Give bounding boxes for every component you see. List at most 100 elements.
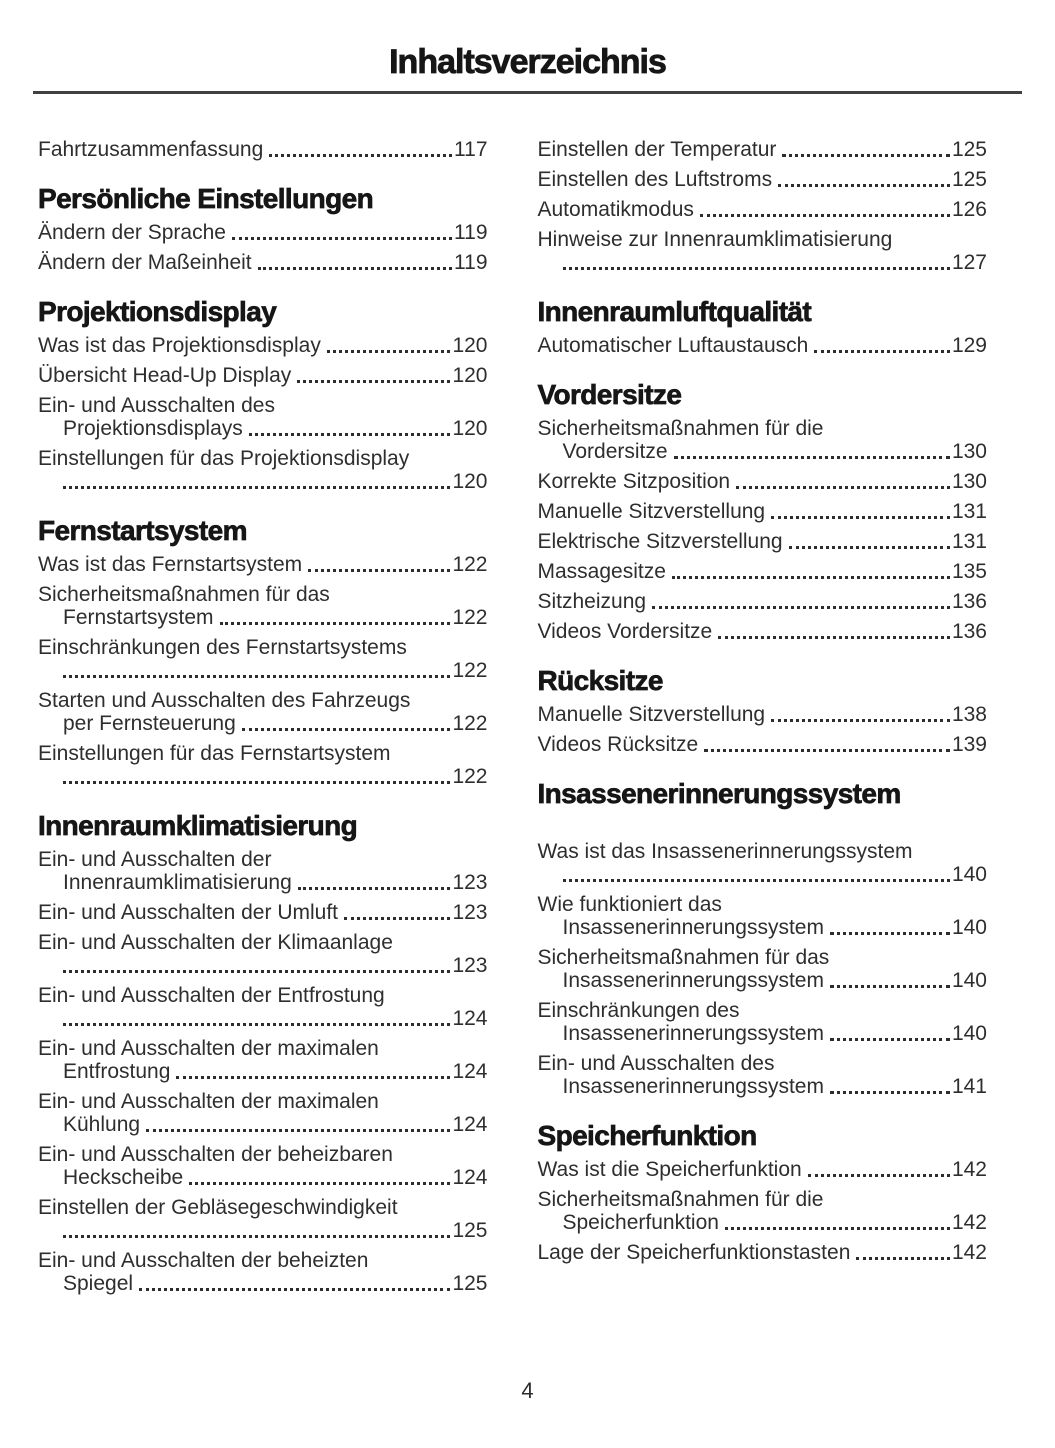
dot-leader — [219, 622, 451, 625]
toc-entry-text: Ändern der Maßeinheit — [38, 251, 252, 274]
section-heading: Rücksitze — [537, 665, 664, 697]
page-ref: 122 — [452, 606, 488, 629]
toc-entry: Ein- und Ausschalten des Projektionsdispl… — [38, 394, 488, 440]
dot-leader — [139, 1288, 451, 1291]
toc-entry-text: Sitzheizung — [537, 590, 647, 613]
section-heading: Persönliche Einstellungen — [38, 183, 374, 215]
toc-entry-line: Was ist die Speicherfunktion 142 — [538, 1158, 988, 1181]
toc-entry-line: Massagesitze 135 — [538, 560, 988, 583]
toc-entry: Korrekte Sitzposition 130 — [538, 470, 988, 493]
dot-leader — [231, 237, 453, 240]
toc-entry-line: Projektionsdisplays 120 — [38, 417, 488, 440]
dot-leader — [829, 985, 950, 988]
toc-entry: Ein- und Ausschalten der beheizbaren Heck… — [38, 1143, 488, 1189]
toc-entry-text: Wie funktioniert das — [537, 893, 722, 916]
toc-entry-line: Elektrische Sitzverstellung 131 — [538, 530, 988, 553]
toc-entry-text: Sicherheitsmaßnahmen für das — [38, 583, 330, 606]
page-ref: 125 — [452, 1272, 488, 1295]
page-ref: 124 — [452, 1007, 488, 1030]
page-ref: 124 — [452, 1113, 488, 1136]
toc-entry: Manuelle Sitzverstellung 131 — [538, 500, 988, 523]
toc-entry: Einstellen der Gebläsegeschwindigkeit 125 — [38, 1196, 488, 1242]
toc-entry-line: 123 — [38, 954, 488, 977]
toc-entry: Ein- und Ausschalten der Umluft 123 — [38, 901, 488, 924]
dot-leader — [671, 576, 950, 579]
page-ref: 124 — [452, 1060, 488, 1083]
toc-entry-text: Sicherheitsmaßnahmen für das — [537, 946, 830, 969]
toc-entry-line: Insassenerinnerungssystem 140 — [538, 916, 988, 939]
toc-entry-text: Übersicht Head-Up Display — [38, 364, 292, 387]
toc-entry: Ein- und Ausschalten des Insassenerinneru… — [538, 1052, 988, 1098]
page-ref: 141 — [951, 1075, 987, 1098]
dot-leader — [814, 350, 950, 353]
dot-leader — [63, 1235, 451, 1238]
dot-leader — [63, 1023, 451, 1026]
toc-entry-line: Automatischer Luftaustausch 129 — [538, 334, 988, 357]
toc-entry: Sicherheitsmaßnahmen für die Speicherfunk… — [538, 1188, 988, 1234]
toc-entry-line: Videos Rücksitze 139 — [538, 733, 988, 756]
toc-entry: Ein- und Ausschalten der Klimaanlage 123 — [38, 931, 488, 977]
dot-leader — [829, 932, 950, 935]
toc-entry: Videos Vordersitze 136 — [538, 620, 988, 643]
toc-entry-text: Einstellungen für das Projektionsdisplay — [38, 447, 410, 470]
toc-entry-text: Ein- und Ausschalten der maximalen — [38, 1037, 379, 1060]
dot-leader — [257, 267, 453, 270]
toc-entry-text: per Fernsteuerung — [63, 712, 236, 735]
toc-entry-line: per Fernsteuerung 122 — [38, 712, 488, 735]
toc-entry: Lage der Speicherfunktionstasten 142 — [538, 1241, 988, 1264]
toc-entry-line: Ändern der Maßeinheit 119 — [38, 251, 488, 274]
toc-entry-line: Innenraumklimatisierung 123 — [38, 871, 488, 894]
toc-entry-text: Sicherheitsmaßnahmen für die — [537, 417, 824, 440]
toc-column-right: Einstellen der Temperatur 125 Einstellen d… — [537, 138, 988, 1271]
page-ref: 140 — [951, 863, 987, 886]
page-title: Inhaltsverzeichnis — [389, 43, 668, 82]
toc-entry: Starten und Ausschalten des Fahrzeugs per… — [38, 689, 488, 735]
toc-entry-text: Was ist das Projektionsdisplay — [38, 334, 321, 357]
page-ref: 122 — [452, 765, 488, 788]
toc-entry-line: Videos Vordersitze 136 — [538, 620, 988, 643]
toc-entry: Was ist das Projektionsdisplay 120 — [38, 334, 488, 357]
dot-leader — [778, 184, 950, 187]
page-ref: 136 — [951, 620, 987, 643]
dot-leader — [699, 214, 950, 217]
dot-leader — [771, 719, 950, 722]
section-heading: Fernstartsystem — [38, 515, 248, 547]
page-ref: 120 — [452, 417, 488, 440]
toc-entry: Ein- und Ausschalten der Innenraumklimati… — [38, 848, 488, 894]
page-ref: 140 — [951, 916, 987, 939]
toc-entry-text: Einstellungen für das Fernstartsystem — [38, 742, 391, 765]
toc-entry: Einschränkungen des Fernstartsystems 122 — [38, 636, 488, 682]
toc-entry: Sicherheitsmaßnahmen für das Insassenerin… — [538, 946, 988, 992]
page-ref: 122 — [452, 659, 488, 682]
toc-entry: Sicherheitsmaßnahmen für die Vordersitze 1… — [538, 417, 988, 463]
toc-entry: Elektrische Sitzverstellung 131 — [538, 530, 988, 553]
toc-entry-text: Innenraumklimatisierung — [63, 871, 292, 894]
toc-entry-line: 122 — [38, 765, 488, 788]
toc-entry-text: Ändern der Sprache — [38, 221, 226, 244]
toc-entry-text: Insassenerinnerungssystem — [562, 969, 824, 992]
page-ref: 130 — [951, 440, 987, 463]
toc-entry-line: Korrekte Sitzposition 130 — [538, 470, 988, 493]
toc-column-left: Fahrtzusammenfassung 117 Persönliche Einst… — [38, 138, 488, 1302]
toc-entry-text: Ein- und Ausschalten der Umluft — [38, 901, 338, 924]
page-ref: 122 — [452, 712, 488, 735]
toc-entry-line: Insassenerinnerungssystem 141 — [538, 1075, 988, 1098]
page-ref: 119 — [454, 251, 488, 274]
toc-entry-text: Ein- und Ausschalten des — [537, 1052, 775, 1075]
page-ref: 117 — [454, 138, 488, 161]
page-ref: 142 — [951, 1241, 987, 1264]
toc-entry-line: Manuelle Sitzverstellung 138 — [538, 703, 988, 726]
toc-entry-text: Ein- und Ausschalten des — [38, 394, 275, 417]
toc-entry: Ein- und Ausschalten der maximalen Kühlun… — [38, 1090, 488, 1136]
toc-entry-text: Hinweise zur Innenraumklimatisierung — [537, 228, 893, 251]
toc-entry-line: Insassenerinnerungssystem 140 — [538, 1022, 988, 1045]
toc-entry: Ein- und Ausschalten der Entfrostung 124 — [38, 984, 488, 1030]
page-ref: 140 — [951, 969, 987, 992]
toc-entry: Ein- und Ausschalten der beheizten Spiege… — [38, 1249, 488, 1295]
page-ref: 120 — [452, 364, 488, 387]
toc-entry-line: Ein- und Ausschalten der Umluft 123 — [38, 901, 488, 924]
toc-entry-line: Heckscheibe 124 — [38, 1166, 488, 1189]
toc-entry: Wie funktioniert das Insassenerinnerungss… — [538, 893, 988, 939]
dot-leader — [771, 516, 950, 519]
